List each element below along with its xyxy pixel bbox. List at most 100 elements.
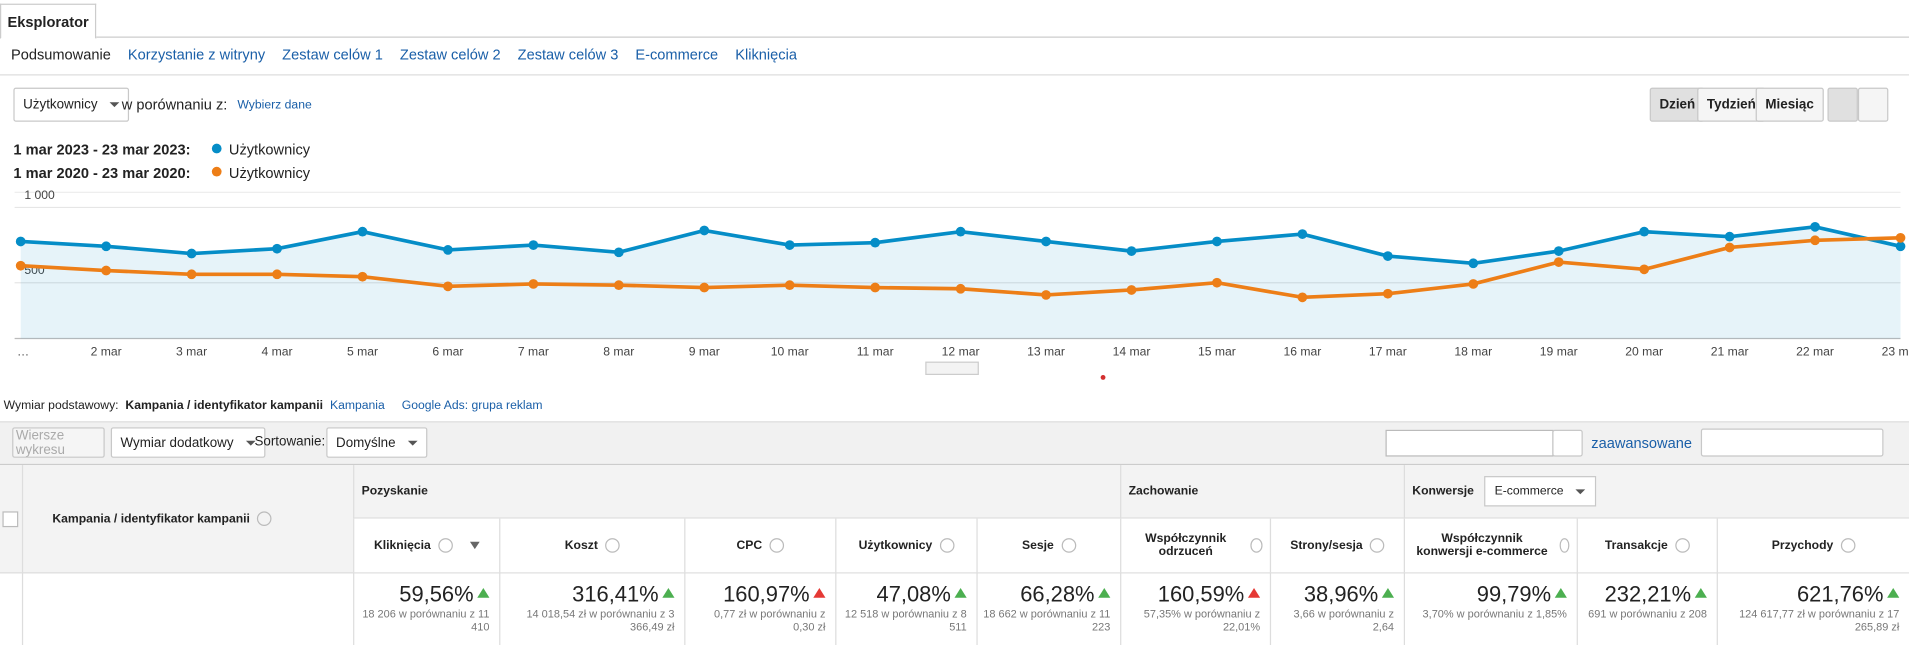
x-tick-label: 10 mar	[771, 345, 809, 359]
nav-link[interactable]: Kliknięcia	[735, 46, 797, 64]
point	[870, 237, 881, 248]
line-chart-toggle[interactable]	[1827, 87, 1858, 122]
period-button[interactable]: Tydzień	[1697, 87, 1766, 122]
resize-handle[interactable]	[925, 361, 979, 375]
dimension-label: Wymiar podstawowy:	[3, 399, 119, 413]
view-toggles[interactable]	[1700, 428, 1884, 457]
point	[1639, 264, 1650, 275]
group-header: Konwersje E-commerce	[1403, 465, 1909, 519]
help-icon	[1061, 538, 1076, 553]
column-header[interactable]: Kliknięcia	[353, 518, 500, 573]
period-button[interactable]: Miesiąc	[1755, 87, 1824, 122]
x-tick-label: 20 mar	[1625, 345, 1663, 359]
area	[20, 226, 1901, 339]
dimension-option[interactable]: Kampania	[329, 399, 385, 413]
column-header[interactable]: Strony/sesja	[1269, 518, 1404, 573]
dimension-option[interactable]: Google Ads: grupa reklam	[401, 399, 543, 413]
change-line: 38,96%	[1276, 582, 1395, 608]
x-tick-label: 11 mar	[857, 345, 894, 359]
column-header[interactable]: Sesje	[976, 518, 1121, 573]
comparison-detail: 12 518 w porównaniu z 8 511	[844, 607, 967, 634]
toolbar	[0, 421, 1909, 466]
column-title: CPC	[736, 538, 763, 553]
point	[272, 269, 282, 280]
nav-link[interactable]: E-commerce	[635, 46, 719, 64]
nav-link[interactable]: Zestaw celów 3	[517, 46, 619, 64]
point	[955, 226, 966, 237]
legend-swatch	[211, 166, 222, 177]
pick-data[interactable]: Wybierz dane	[237, 98, 312, 113]
column-title: Przychody	[1771, 538, 1834, 553]
metric-select[interactable]: Użytkownicy	[13, 87, 130, 122]
help-icon	[1675, 538, 1690, 553]
change-line: 621,76%	[1723, 582, 1900, 608]
column-header[interactable]: Przychody	[1716, 518, 1909, 573]
dimension-option[interactable]: Kampania / identyfikator kampanii	[125, 399, 323, 413]
group-select-label: E-commerce	[1494, 484, 1564, 498]
secondary-label: Wymiar dodatkowy	[120, 435, 234, 450]
chart-rows-button[interactable]: Wiersze wykresu	[12, 427, 105, 458]
column-title: Koszt	[564, 538, 598, 553]
trend-icon	[1247, 588, 1261, 598]
x-tick-label: 18 mar	[1454, 345, 1492, 359]
column-header[interactable]: Użytkownicy	[835, 518, 977, 573]
dimension-title: Kampania / identyfikator kampanii	[52, 511, 250, 526]
annotation-dot[interactable]	[1100, 374, 1106, 380]
data-cell: 66,28% 18 662 w porównaniu z 11 223	[976, 572, 1120, 645]
nav-link[interactable]: Zestaw celów 2	[399, 46, 501, 64]
trend-icon	[477, 588, 490, 598]
legend-label: Użytkownicy	[228, 164, 311, 182]
column-header[interactable]: Transakcje	[1576, 518, 1717, 573]
column-header[interactable]: Współczynnik odrzuceń	[1120, 518, 1270, 573]
nav-link[interactable]: Korzystanie z witryny	[127, 46, 266, 64]
search-button[interactable]	[1552, 429, 1583, 457]
data-cell: 47,08% 12 518 w porównaniu z 8 511	[835, 572, 976, 645]
table: Kampania / identyfikator kampanii Pozyska…	[0, 463, 1909, 645]
row-divider	[21, 572, 24, 645]
point	[1126, 285, 1137, 295]
column-title: Transakcje	[1604, 538, 1668, 553]
data-cell: 99,79% 3,70% w porównaniu z 1,85%	[1403, 572, 1577, 645]
x-tick-label: 9 mar	[689, 345, 720, 359]
comparison-detail: 18 206 w porównaniu z 11 410	[362, 607, 490, 634]
period-button[interactable]: Dzień	[1649, 87, 1705, 122]
column-header[interactable]: Koszt	[499, 518, 685, 573]
legend-period: 1 mar 2023 - 23 mar 2023:	[13, 141, 191, 159]
point	[357, 271, 368, 282]
x-tick-label: 2 mar	[91, 345, 122, 359]
column-header[interactable]: CPC	[684, 518, 836, 573]
change-value: 59,56%	[399, 581, 474, 607]
help-icon	[1559, 538, 1570, 553]
nav-link[interactable]: Zestaw celów 1	[282, 46, 383, 64]
divider	[0, 74, 1909, 76]
change-line: 160,97%	[690, 582, 826, 608]
x-tick-label: 13 mar	[1027, 345, 1065, 359]
column-header[interactable]: Współczynnik konwersji e-commerce	[1403, 518, 1577, 573]
secondary-dimension[interactable]: Wymiar dodatkowy	[110, 427, 266, 458]
column-title: Współczynnik konwersji e-commerce	[1416, 532, 1548, 559]
point	[186, 248, 197, 259]
comparison-detail: 18 662 w porównaniu z 11 223	[983, 607, 1111, 634]
y-tick-label: 1 000	[24, 188, 55, 202]
change-line: 47,08%	[841, 581, 967, 608]
x-tick-label: 5 mar	[347, 345, 378, 359]
sort-select[interactable]: Domyślne	[326, 427, 428, 458]
change-value: 47,08%	[876, 581, 951, 607]
x-tick-label: 12 mar	[942, 345, 980, 359]
motion-chart-toggle[interactable]	[1857, 87, 1889, 122]
x-tick-label: 4 mar	[261, 345, 292, 359]
change-line: 59,56%	[359, 581, 490, 608]
nav-link[interactable]: Podsumowanie	[10, 46, 111, 64]
tab[interactable]: Eksplorator	[0, 3, 97, 39]
comparison-detail: 57,35% w porównaniu z 22,01%	[1143, 607, 1261, 634]
row-checkbox[interactable]	[2, 511, 19, 528]
group-select[interactable]: E-commerce	[1483, 476, 1597, 507]
x-tick-label: 15 mar	[1198, 345, 1236, 359]
point	[101, 265, 112, 276]
x-tick-label: 14 mar	[1113, 345, 1151, 359]
sort-label: Sortowanie:	[254, 434, 326, 450]
search-input[interactable]	[1385, 429, 1554, 457]
advanced-link[interactable]: zaawansowane	[1591, 434, 1693, 452]
point	[443, 281, 453, 292]
help-icon	[769, 538, 785, 553]
